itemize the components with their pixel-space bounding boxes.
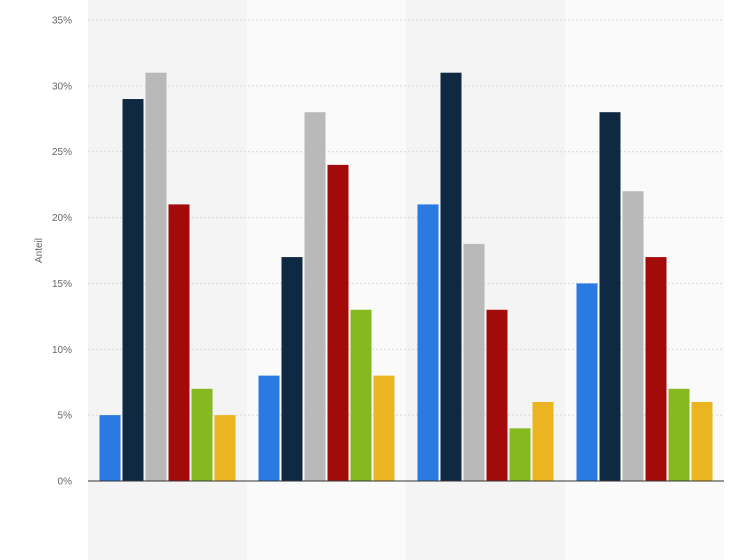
bar[interactable] bbox=[122, 99, 144, 482]
bar[interactable] bbox=[281, 257, 303, 481]
bar[interactable] bbox=[168, 204, 190, 481]
y-tick-label: 5% bbox=[58, 411, 73, 422]
bar[interactable] bbox=[691, 401, 713, 481]
bars bbox=[99, 72, 713, 482]
y-tick-label: 0% bbox=[58, 477, 73, 488]
y-tick-labels: 0% 5% 10% 15% 20% 25% 30% 35% bbox=[52, 16, 72, 488]
bar[interactable] bbox=[509, 428, 531, 481]
bar[interactable] bbox=[440, 72, 462, 481]
bar[interactable] bbox=[145, 72, 167, 481]
y-tick-label: 20% bbox=[52, 213, 72, 224]
y-tick-label: 15% bbox=[52, 279, 72, 290]
bar[interactable] bbox=[576, 283, 598, 481]
bar[interactable] bbox=[350, 309, 372, 481]
bar[interactable] bbox=[645, 257, 667, 481]
bar[interactable] bbox=[599, 112, 621, 481]
bar[interactable] bbox=[191, 388, 213, 481]
bar[interactable] bbox=[327, 164, 349, 481]
y-tick-label: 25% bbox=[52, 147, 72, 158]
bar[interactable] bbox=[304, 112, 326, 481]
bar[interactable] bbox=[373, 375, 395, 481]
bar[interactable] bbox=[214, 415, 236, 481]
y-tick-label: 30% bbox=[52, 81, 72, 92]
bar[interactable] bbox=[532, 401, 554, 481]
bar[interactable] bbox=[486, 309, 508, 481]
bar[interactable] bbox=[622, 191, 644, 481]
y-axis-title: Anteil bbox=[34, 238, 45, 263]
bar[interactable] bbox=[463, 243, 485, 481]
bar[interactable] bbox=[668, 388, 690, 481]
bar[interactable] bbox=[417, 204, 439, 481]
y-tick-label: 35% bbox=[52, 16, 72, 27]
bar[interactable] bbox=[258, 375, 280, 481]
y-tick-label: 10% bbox=[52, 345, 72, 356]
bar[interactable] bbox=[99, 415, 121, 481]
